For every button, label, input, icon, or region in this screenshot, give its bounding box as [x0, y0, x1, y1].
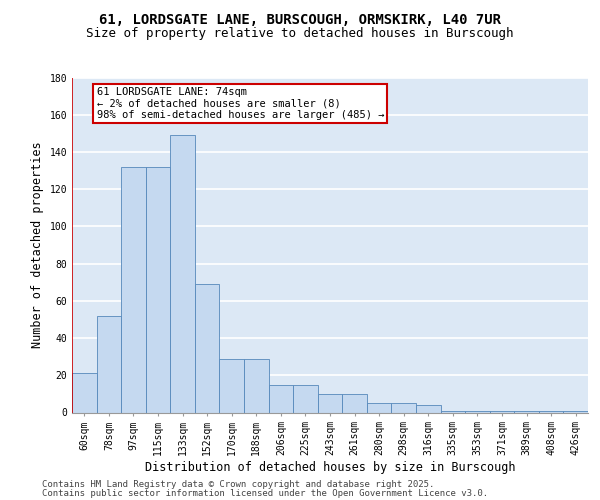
Bar	[563, 410, 588, 412]
X-axis label: Distribution of detached houses by size in Burscough: Distribution of detached houses by size …	[145, 461, 515, 474]
Bar	[318, 394, 342, 412]
Bar	[269, 384, 293, 412]
Bar	[539, 410, 563, 412]
Text: Size of property relative to detached houses in Burscough: Size of property relative to detached ho…	[86, 28, 514, 40]
Bar	[195, 284, 220, 412]
Text: Contains public sector information licensed under the Open Government Licence v3: Contains public sector information licen…	[42, 489, 488, 498]
Bar	[121, 167, 146, 412]
Bar	[367, 403, 391, 412]
Bar	[391, 403, 416, 412]
Bar	[170, 135, 195, 412]
Y-axis label: Number of detached properties: Number of detached properties	[31, 142, 44, 348]
Bar	[220, 358, 244, 412]
Text: Contains HM Land Registry data © Crown copyright and database right 2025.: Contains HM Land Registry data © Crown c…	[42, 480, 434, 489]
Bar	[293, 384, 318, 412]
Bar	[465, 410, 490, 412]
Bar	[146, 167, 170, 412]
Bar	[97, 316, 121, 412]
Bar	[440, 410, 465, 412]
Bar	[244, 358, 269, 412]
Text: 61, LORDSGATE LANE, BURSCOUGH, ORMSKIRK, L40 7UR: 61, LORDSGATE LANE, BURSCOUGH, ORMSKIRK,…	[99, 12, 501, 26]
Text: 61 LORDSGATE LANE: 74sqm
← 2% of detached houses are smaller (8)
98% of semi-det: 61 LORDSGATE LANE: 74sqm ← 2% of detache…	[97, 87, 384, 120]
Bar	[342, 394, 367, 412]
Bar	[490, 410, 514, 412]
Bar	[416, 405, 440, 412]
Bar	[514, 410, 539, 412]
Bar	[72, 374, 97, 412]
